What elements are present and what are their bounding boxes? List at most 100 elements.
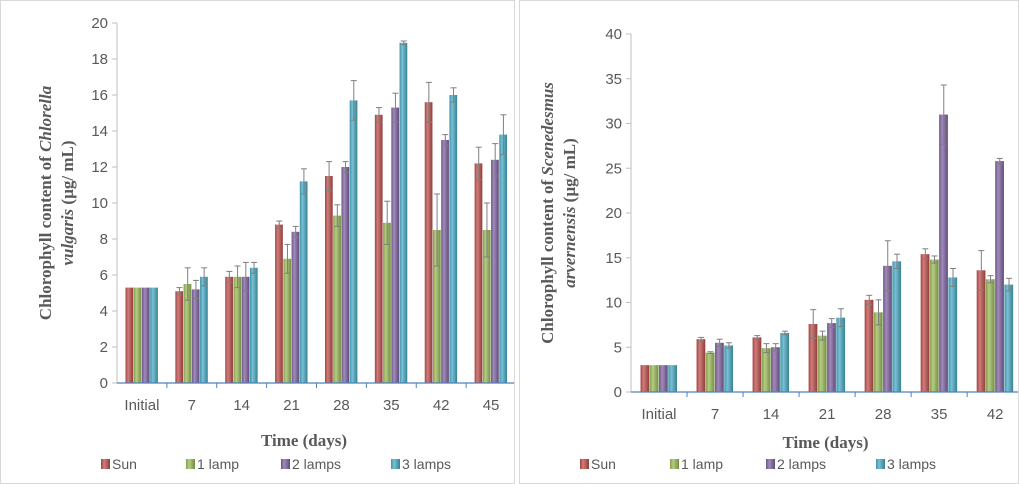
bar-3-lamps-initial — [150, 287, 158, 383]
error-bar — [292, 225, 299, 238]
y-title-species-genus: Scenedesmus — [538, 82, 557, 176]
bar-3-lamps-7 — [724, 345, 734, 392]
bar-3-lamps-42 — [1004, 284, 1014, 392]
legend-label: 3 lamps — [402, 456, 451, 472]
error-bar — [875, 299, 882, 326]
bar-sun-7 — [696, 339, 706, 392]
bar-3-lamps-28 — [349, 100, 358, 384]
y-tick-label: 8 — [100, 231, 108, 248]
bar-2-lamps-35 — [939, 114, 948, 393]
bar-sun-7 — [175, 291, 184, 383]
error-bar — [450, 87, 457, 103]
bar-3-lamps-42 — [449, 95, 458, 383]
bar-1-lamp-initial — [649, 365, 659, 392]
error-bar — [781, 330, 788, 336]
y-tick-label: 2 — [100, 339, 108, 356]
bar-3-lamps-14 — [249, 267, 258, 383]
y-axis-title: Chlorophyll content of Chlorellavulgaris… — [36, 85, 77, 320]
bar-2-lamps-28 — [341, 167, 350, 383]
x-tick-label: 21 — [819, 406, 836, 423]
y-tick-label: 5 — [614, 339, 622, 356]
bar-2-lamps-initial — [659, 365, 668, 392]
legend-item-sun: Sun — [580, 456, 616, 472]
x-tick-label: 35 — [931, 406, 948, 423]
error-bar — [176, 287, 183, 296]
bar-3-lamps-28 — [892, 261, 902, 392]
bar-sun-21 — [275, 224, 283, 383]
error-bar — [931, 255, 938, 264]
y-title-line-1: Chlorophyll content of Scenedesmus — [538, 82, 557, 344]
x-tick-label: 21 — [283, 397, 300, 414]
legend-item-sun: Sun — [101, 456, 137, 472]
bar-2-lamps-initial — [141, 287, 150, 383]
y-tick-label: 20 — [605, 205, 622, 222]
error-bar — [392, 92, 399, 123]
error-bar — [300, 168, 307, 195]
error-bar — [375, 107, 382, 123]
error-bar — [754, 335, 761, 340]
error-bar — [996, 157, 1003, 165]
y-tick-label: 0 — [614, 384, 622, 401]
bar-2-lamps-42 — [995, 161, 1004, 392]
bar-sun-14 — [225, 276, 233, 383]
legend-item-2-lamps: 2 lamps — [281, 456, 341, 472]
x-tick-label: 14 — [763, 406, 780, 423]
y-tick-label: 12 — [91, 159, 108, 176]
error-bar — [483, 202, 490, 258]
legend-swatch — [391, 459, 400, 469]
error-bar — [475, 146, 482, 181]
legend-item-1-lamp: 1 lamp — [186, 456, 239, 472]
error-bar — [1006, 277, 1013, 292]
bar-1-lamp-14 — [761, 348, 771, 392]
bar-2-lamps-28 — [883, 265, 892, 392]
bar-sun-21 — [808, 323, 818, 392]
error-bar — [492, 143, 499, 177]
legend-swatch — [670, 459, 679, 469]
y-title-prefix: Chlorophyll content of — [538, 176, 557, 344]
bar-sun-45 — [474, 163, 483, 383]
y-title-unit: (µg/ mL) — [58, 140, 77, 208]
legend-label: Sun — [591, 456, 616, 472]
legend-item-2-lamps: 2 lamps — [766, 456, 826, 472]
bar-1-lamp-35 — [383, 222, 391, 383]
legend-label: 2 lamps — [292, 456, 341, 472]
legend-swatch — [101, 459, 110, 469]
bar-1-lamp-14 — [233, 276, 242, 383]
y-tick-label: 10 — [605, 295, 622, 312]
y-title-species-epithet: vulgaris — [58, 208, 77, 265]
bar-1-lamp-7 — [705, 352, 715, 392]
bar-2-lamps-14 — [241, 276, 250, 383]
y-tick-label: 10 — [91, 195, 108, 212]
x-tick-label: 7 — [188, 397, 196, 414]
error-bar — [707, 351, 714, 355]
bar-2-lamps-21 — [291, 231, 300, 383]
error-bar — [434, 193, 441, 267]
bar-sun-14 — [752, 337, 762, 392]
legend-item-3-lamps: 3 lamps — [391, 456, 451, 472]
bar-3-lamps-21 — [836, 317, 846, 392]
bar-1-lamp-28 — [333, 215, 341, 383]
bar-2-lamps-7 — [715, 342, 724, 392]
error-bar — [242, 261, 249, 292]
y-tick-label: 20 — [91, 15, 108, 32]
legend-swatch — [580, 459, 589, 469]
error-bar — [950, 267, 957, 287]
x-tick-label: 45 — [483, 397, 500, 414]
bar-2-lamps-45 — [491, 159, 499, 383]
bar-2-lamps-42 — [441, 140, 449, 383]
error-bar — [866, 294, 873, 305]
y-title-unit: (µg/ mL) — [560, 138, 579, 206]
error-bar — [922, 248, 929, 261]
error-bar — [987, 275, 994, 284]
y-tick-label: 15 — [605, 250, 622, 267]
legend-label: Sun — [112, 456, 137, 472]
x-tick-label: 28 — [875, 406, 892, 423]
error-bar — [326, 161, 333, 191]
x-axis-title: Time (days) — [261, 431, 347, 450]
bar-3-lamps-35 — [948, 277, 958, 392]
chart-scenedesmus: 0 5 10 15 20 25 30 35 40 Initial 7 14 21 28 35 42 Time (… — [538, 26, 1018, 472]
bar-sun-42 — [976, 270, 986, 392]
error-bar — [828, 318, 835, 329]
y-axis-title: Chlorophyll content of Scenedesmusarvern… — [538, 82, 579, 344]
bar-sun-42 — [424, 102, 433, 383]
